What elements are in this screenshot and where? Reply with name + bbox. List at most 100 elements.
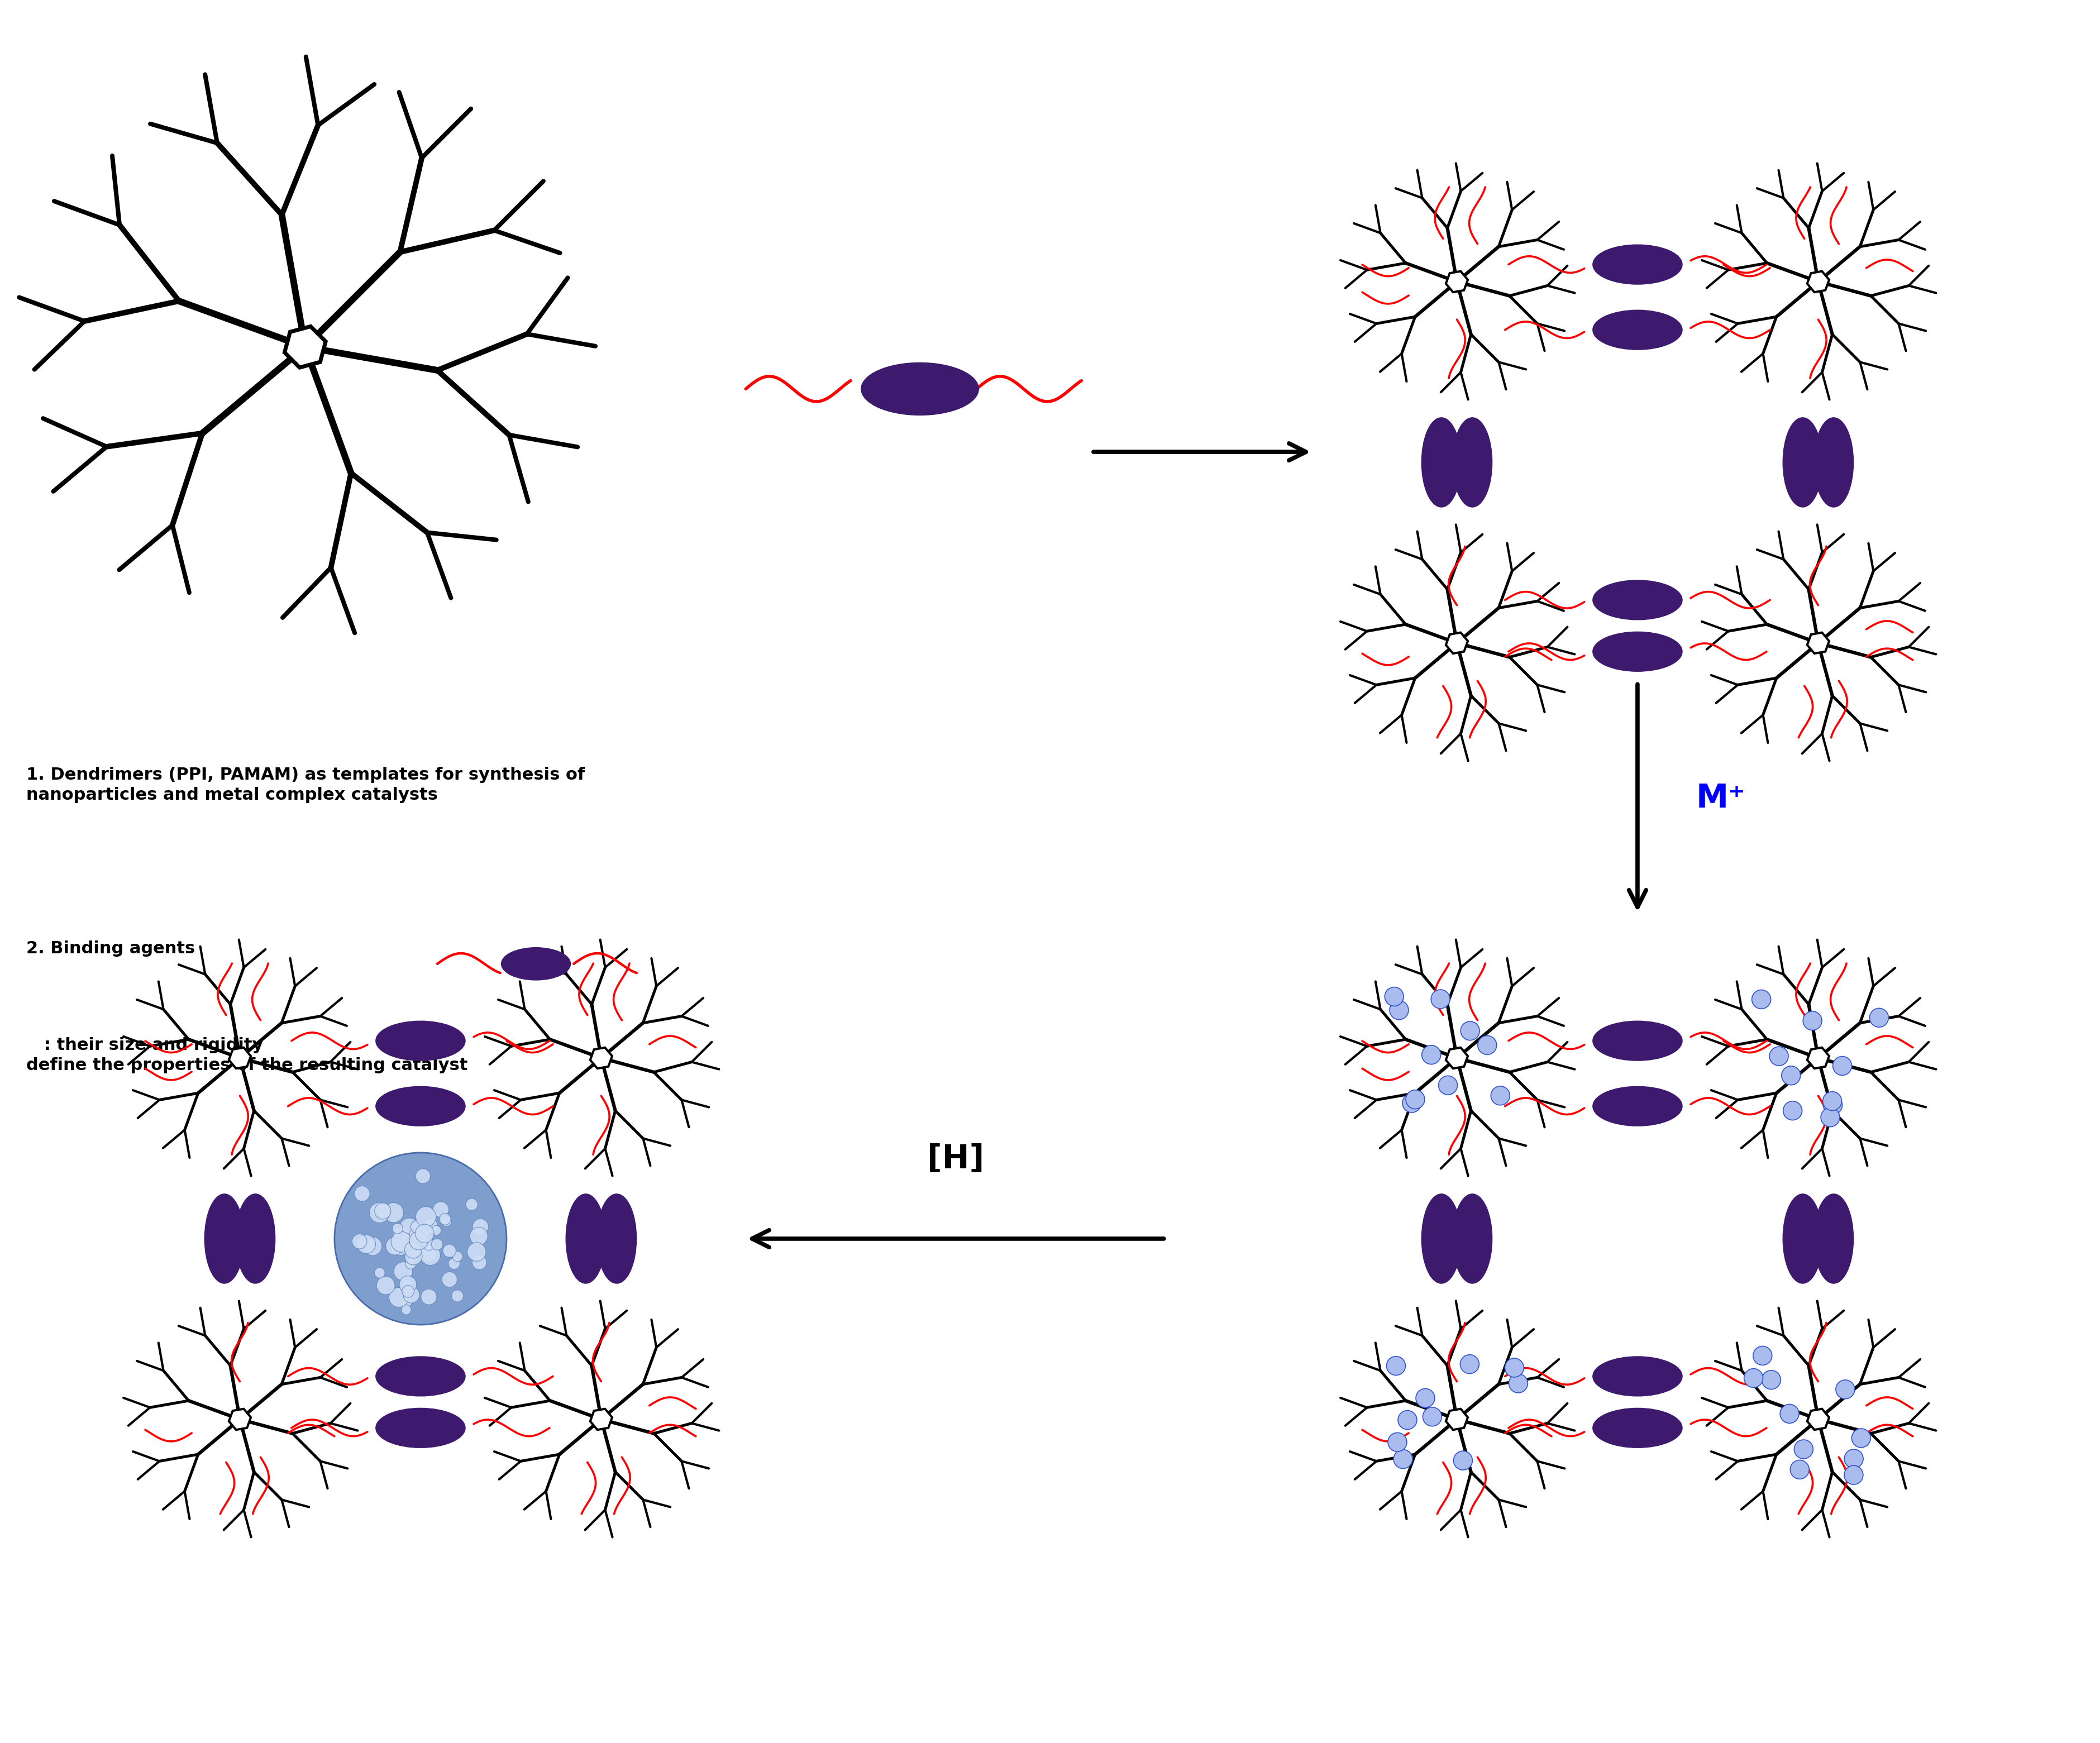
Circle shape <box>355 1185 370 1201</box>
Circle shape <box>386 1238 403 1255</box>
Circle shape <box>1869 1007 1888 1027</box>
Circle shape <box>370 1203 391 1224</box>
Circle shape <box>1804 1011 1823 1030</box>
Ellipse shape <box>1783 1194 1823 1283</box>
Ellipse shape <box>1592 1086 1682 1126</box>
Text: M⁺: M⁺ <box>1697 783 1745 814</box>
Circle shape <box>1508 1373 1527 1393</box>
Circle shape <box>384 1203 403 1222</box>
Circle shape <box>1783 1102 1802 1121</box>
Circle shape <box>1852 1429 1871 1447</box>
Circle shape <box>468 1243 485 1262</box>
Circle shape <box>1394 1450 1413 1469</box>
Circle shape <box>470 1227 487 1245</box>
Circle shape <box>374 1203 391 1218</box>
Circle shape <box>1844 1448 1863 1468</box>
Circle shape <box>399 1276 416 1293</box>
Circle shape <box>1781 1067 1800 1084</box>
Circle shape <box>451 1251 462 1262</box>
Circle shape <box>1770 1048 1789 1065</box>
Circle shape <box>1823 1091 1842 1110</box>
Circle shape <box>443 1245 456 1257</box>
Ellipse shape <box>376 1356 466 1396</box>
Circle shape <box>1459 1354 1478 1373</box>
Text: 1. Dendrimers (PPI, PAMAM) as templates for synthesis of
nanoparticles and metal: 1. Dendrimers (PPI, PAMAM) as templates … <box>25 767 584 804</box>
Circle shape <box>472 1255 487 1269</box>
Circle shape <box>414 1222 430 1239</box>
Ellipse shape <box>376 1086 466 1126</box>
Circle shape <box>334 1152 506 1325</box>
Circle shape <box>1789 1461 1808 1480</box>
Ellipse shape <box>1453 1194 1493 1283</box>
Circle shape <box>395 1262 412 1281</box>
Ellipse shape <box>204 1194 244 1283</box>
Circle shape <box>399 1218 420 1238</box>
Circle shape <box>1762 1370 1781 1389</box>
Circle shape <box>416 1224 435 1243</box>
Text: 2. Binding agents: 2. Binding agents <box>25 941 195 957</box>
Circle shape <box>416 1170 430 1183</box>
Circle shape <box>439 1213 451 1225</box>
Circle shape <box>401 1297 412 1307</box>
Circle shape <box>405 1258 416 1269</box>
Polygon shape <box>1808 272 1829 293</box>
Circle shape <box>420 1245 437 1262</box>
Circle shape <box>1833 1056 1852 1075</box>
Circle shape <box>393 1227 410 1243</box>
Polygon shape <box>1447 1408 1468 1429</box>
Ellipse shape <box>1592 1408 1682 1448</box>
Ellipse shape <box>1592 631 1682 671</box>
Circle shape <box>1781 1405 1800 1424</box>
Circle shape <box>1478 1035 1497 1055</box>
Circle shape <box>376 1276 395 1295</box>
Polygon shape <box>1447 1048 1468 1068</box>
Circle shape <box>412 1220 422 1232</box>
Circle shape <box>420 1290 437 1306</box>
Circle shape <box>1384 987 1403 1006</box>
Circle shape <box>1438 1075 1457 1095</box>
Ellipse shape <box>235 1194 275 1283</box>
Ellipse shape <box>1453 418 1493 507</box>
Ellipse shape <box>565 1194 605 1283</box>
Circle shape <box>441 1217 452 1227</box>
Ellipse shape <box>1814 1194 1854 1283</box>
Circle shape <box>393 1224 403 1234</box>
Circle shape <box>363 1238 382 1255</box>
Circle shape <box>410 1225 428 1245</box>
Circle shape <box>1403 1093 1422 1112</box>
Circle shape <box>401 1306 412 1314</box>
Polygon shape <box>1447 272 1468 293</box>
Ellipse shape <box>1592 244 1682 284</box>
Polygon shape <box>1808 633 1829 654</box>
Ellipse shape <box>1422 1194 1462 1283</box>
Circle shape <box>374 1267 384 1278</box>
Ellipse shape <box>502 948 571 980</box>
Circle shape <box>1821 1109 1840 1126</box>
Ellipse shape <box>1592 1021 1682 1060</box>
Ellipse shape <box>376 1021 466 1060</box>
Circle shape <box>1462 1021 1480 1041</box>
Polygon shape <box>1808 1048 1829 1068</box>
Circle shape <box>416 1206 437 1227</box>
Polygon shape <box>1447 633 1468 654</box>
Polygon shape <box>286 326 325 368</box>
Circle shape <box>1415 1389 1434 1408</box>
Ellipse shape <box>1783 418 1823 507</box>
Circle shape <box>412 1220 424 1234</box>
Circle shape <box>1405 1089 1424 1109</box>
Circle shape <box>410 1225 430 1246</box>
Circle shape <box>1506 1358 1525 1377</box>
Circle shape <box>451 1290 464 1302</box>
Circle shape <box>1388 1433 1407 1452</box>
Circle shape <box>1422 1046 1441 1065</box>
Circle shape <box>388 1288 410 1307</box>
Circle shape <box>405 1241 422 1258</box>
Polygon shape <box>229 1048 250 1068</box>
Polygon shape <box>590 1048 613 1068</box>
Circle shape <box>1844 1466 1863 1485</box>
Circle shape <box>353 1234 367 1248</box>
Text: [H]: [H] <box>926 1143 985 1175</box>
Circle shape <box>420 1245 441 1265</box>
Circle shape <box>391 1238 410 1255</box>
Circle shape <box>401 1279 414 1292</box>
